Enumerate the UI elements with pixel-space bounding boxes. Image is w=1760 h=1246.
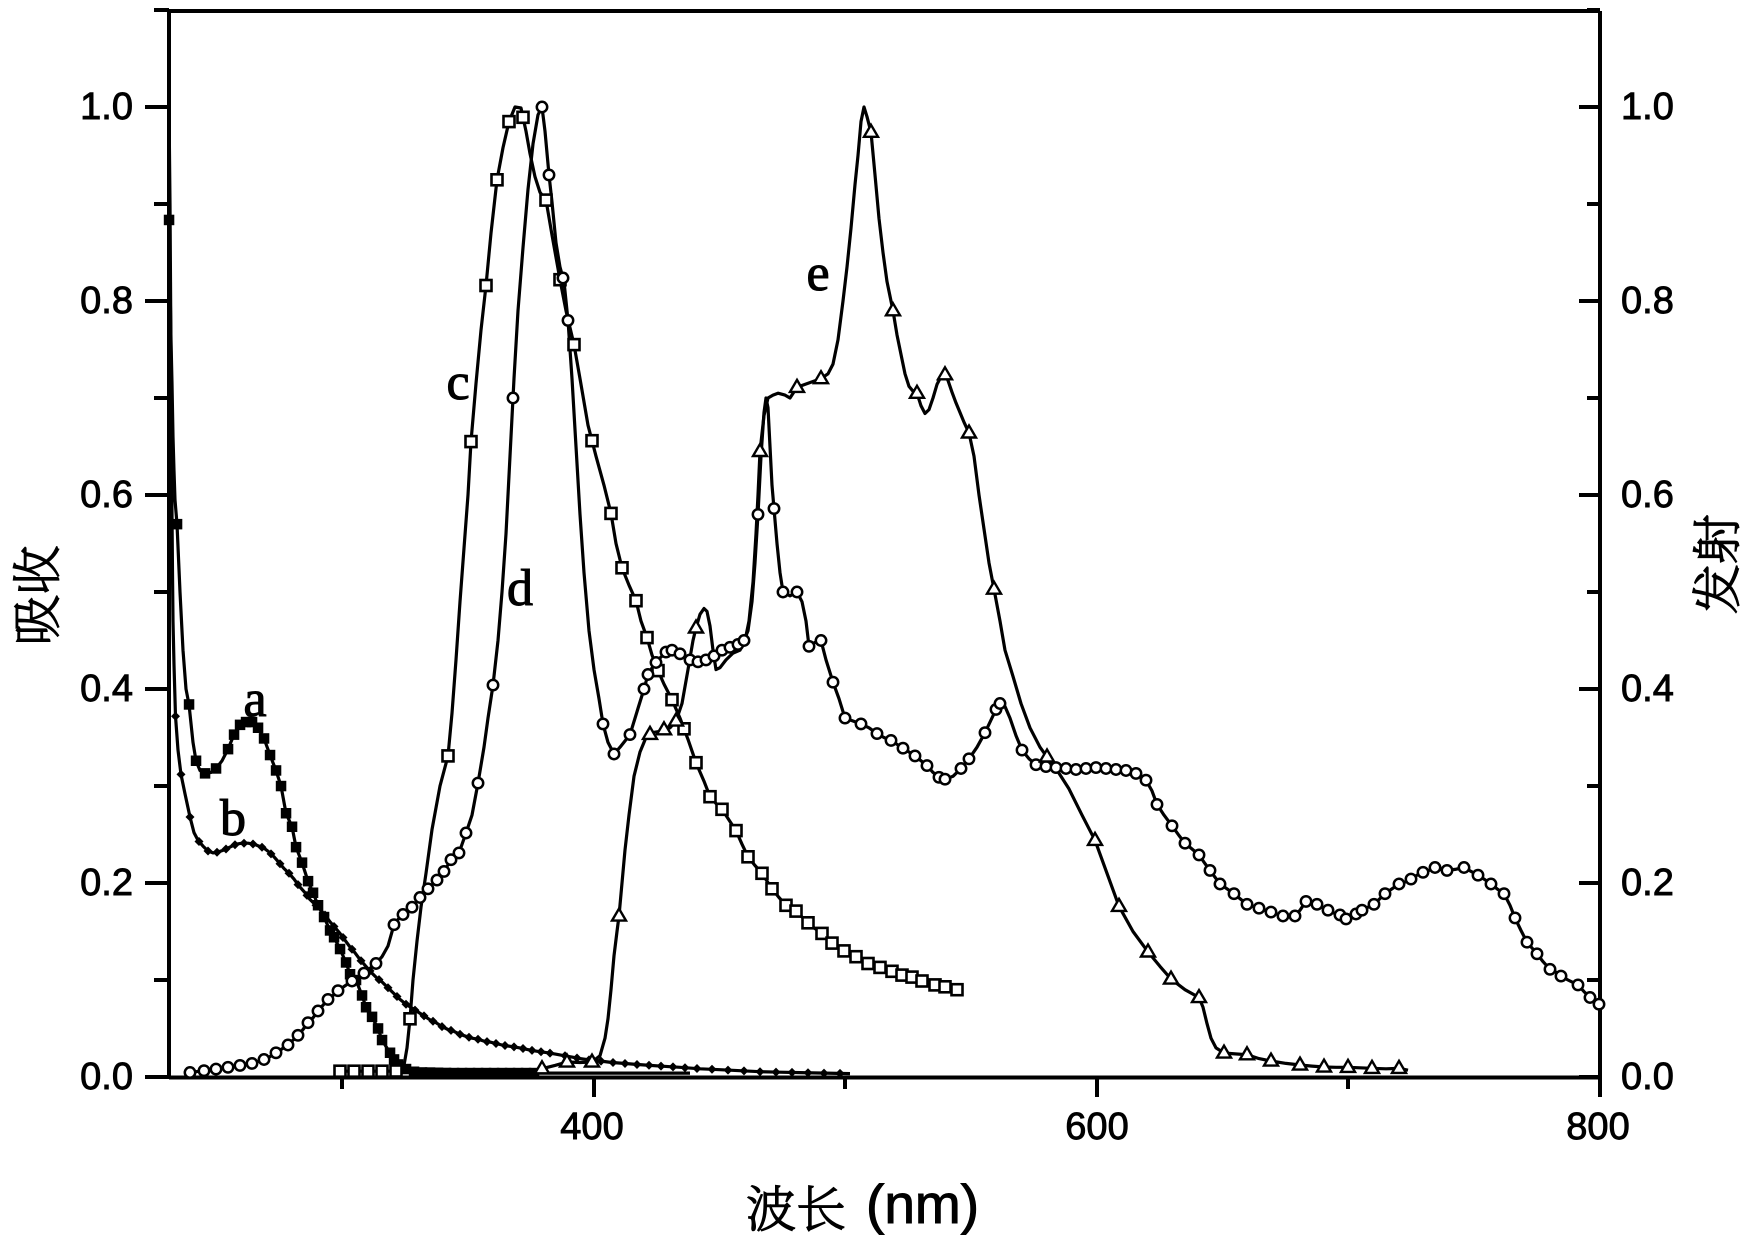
svg-text:b: b xyxy=(220,790,246,847)
svg-text:0.2: 0.2 xyxy=(1621,862,1674,904)
svg-text:1.0: 1.0 xyxy=(80,86,133,128)
svg-text:800: 800 xyxy=(1566,1106,1629,1148)
svg-text:600: 600 xyxy=(1065,1106,1128,1148)
svg-text:0.2: 0.2 xyxy=(80,862,133,904)
svg-text:0.0: 0.0 xyxy=(1621,1056,1674,1098)
svg-text:0.4: 0.4 xyxy=(80,668,133,710)
svg-text:e: e xyxy=(806,245,829,302)
svg-text:1.0: 1.0 xyxy=(1621,86,1674,128)
svg-text:c: c xyxy=(446,354,469,411)
svg-text:0.4: 0.4 xyxy=(1621,668,1674,710)
svg-text:0.6: 0.6 xyxy=(1621,474,1674,516)
svg-text:0.6: 0.6 xyxy=(80,474,133,516)
svg-text:(nm): (nm) xyxy=(866,1173,979,1235)
svg-text:0.0: 0.0 xyxy=(80,1056,133,1098)
svg-text:d: d xyxy=(507,560,533,617)
svg-text:0.8: 0.8 xyxy=(1621,280,1674,322)
svg-text:400: 400 xyxy=(560,1106,623,1148)
svg-text:0.8: 0.8 xyxy=(80,280,133,322)
